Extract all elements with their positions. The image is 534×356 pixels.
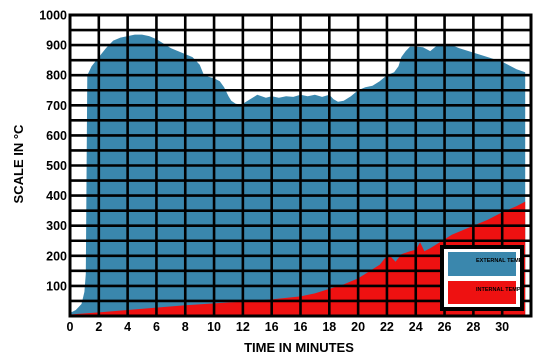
x-tick-label: 18	[322, 320, 336, 334]
y-tick-label: 400	[46, 189, 67, 203]
legend-swatch-internal	[448, 281, 516, 304]
grid-layer	[68, 13, 533, 318]
y-tick-label: 600	[46, 129, 67, 143]
y-tick-label: 200	[46, 249, 67, 263]
x-tick-label: 24	[409, 320, 423, 334]
series-area-internal-temp	[70, 201, 526, 316]
x-tick-label: 8	[182, 320, 189, 334]
x-tick-label: 10	[207, 320, 221, 334]
legend-label-internal: INTERNAL TEMP	[476, 287, 521, 293]
y-tick-label: 300	[46, 219, 67, 233]
legend-swatch-external	[448, 252, 516, 276]
x-tick-label: 28	[466, 320, 480, 334]
y-tick-label: 900	[46, 39, 67, 53]
y-axis-title: SCALE IN °C	[11, 124, 26, 203]
x-tick-label: 4	[124, 320, 131, 334]
y-tick-label: 1000	[39, 9, 67, 23]
x-axis-title: TIME IN MINUTES	[244, 340, 354, 355]
y-tick-label: 100	[46, 279, 67, 293]
x-tick-label: 26	[438, 320, 452, 334]
legend: EXTERNAL TEMP INTERNAL TEMP	[440, 245, 524, 311]
x-tick-label: 2	[95, 320, 102, 334]
x-tick-label: 0	[67, 320, 74, 334]
legend-label-external: EXTERNAL TEMP	[476, 258, 523, 264]
x-tick-label: 12	[236, 320, 250, 334]
plot-frame	[68, 13, 533, 318]
x-tick-label: 20	[351, 320, 365, 334]
y-tick-label: 500	[46, 159, 67, 173]
tick-layer: 0 2 4 6 8 10 12 16 16 18 20 22 24 26 28 301002003004005…	[39, 9, 509, 335]
x-tick-label: 22	[380, 320, 394, 334]
x-tick-label: 30	[495, 320, 509, 334]
y-tick-label: 800	[46, 69, 67, 83]
x-tick-label: 16	[294, 320, 308, 334]
x-tick-label: 6	[153, 320, 160, 334]
x-tick-label: 16	[265, 320, 279, 334]
y-tick-label: 700	[46, 99, 67, 113]
